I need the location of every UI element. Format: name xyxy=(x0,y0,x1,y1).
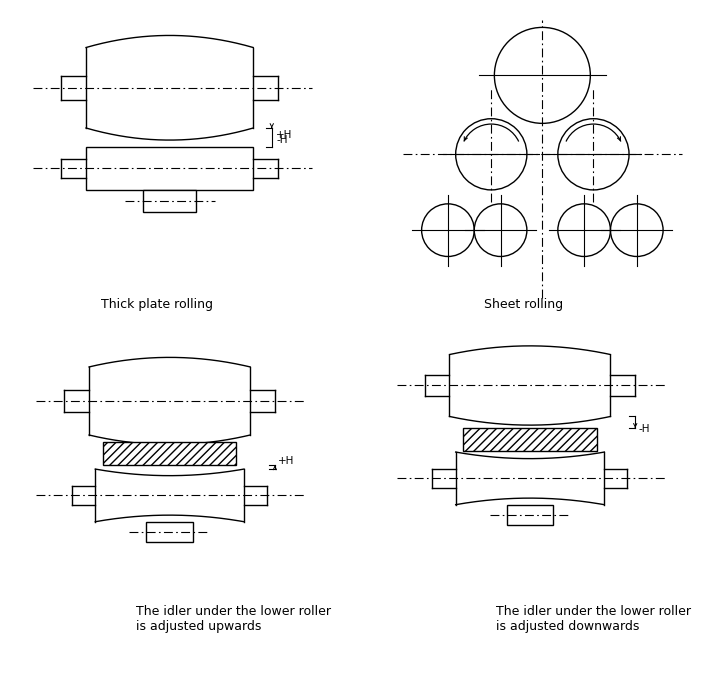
Text: Sheet rolling: Sheet rolling xyxy=(484,297,563,311)
Bar xyxy=(507,505,553,525)
Bar xyxy=(464,428,596,452)
Text: -H: -H xyxy=(277,135,288,145)
Text: The idler under the lower roller
is adjusted upwards: The idler under the lower roller is adju… xyxy=(135,605,331,633)
Text: +H: +H xyxy=(278,456,294,466)
Bar xyxy=(143,190,196,211)
Bar xyxy=(146,522,193,542)
Text: The idler under the lower roller
is adjusted downwards: The idler under the lower roller is adju… xyxy=(496,605,691,633)
Bar xyxy=(86,147,253,190)
Text: -H: -H xyxy=(638,424,650,433)
Text: +H: +H xyxy=(277,129,293,139)
Text: Thick plate rolling: Thick plate rolling xyxy=(101,297,213,311)
Bar xyxy=(103,442,236,465)
